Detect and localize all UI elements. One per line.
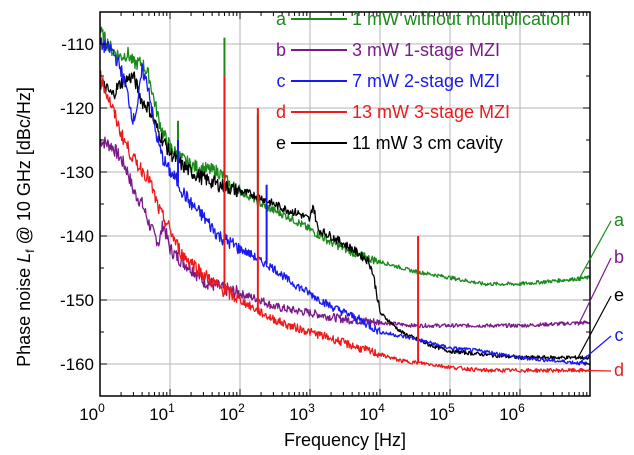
x-tick-label: 103 bbox=[289, 401, 315, 424]
legend-letter-d: d bbox=[276, 102, 286, 122]
y-tick-label: -130 bbox=[60, 163, 94, 182]
series-line-d bbox=[99, 70, 591, 373]
legend-letter-b: b bbox=[276, 40, 286, 60]
y-tick-label: -120 bbox=[60, 99, 94, 118]
end-label-d: d bbox=[614, 360, 624, 380]
legend-label-d: 13 mW 3-stage MZI bbox=[352, 102, 510, 122]
plot-frame bbox=[99, 11, 591, 397]
y-axis-title: Phase noise Lf @ 10 GHz [dBc/Hz] bbox=[14, 87, 37, 367]
end-label-a: a bbox=[614, 210, 625, 230]
end-label-pointer-c bbox=[577, 335, 612, 365]
x-tick-label: 101 bbox=[149, 401, 175, 424]
legend-letter-e: e bbox=[276, 133, 286, 153]
series-end-labels: ab cd e bbox=[577, 210, 625, 380]
y-axis-title-main: Phase noise bbox=[14, 263, 34, 367]
legend-label-b: 3 mW 1-stage MZI bbox=[352, 40, 500, 60]
legend-label-a: 1 mW without multiplication bbox=[352, 9, 570, 29]
grid bbox=[99, 12, 591, 396]
x-tick-label: 105 bbox=[429, 401, 455, 424]
legend: a 1 mW without multiplication b 3 mW 1-stag… bbox=[276, 9, 570, 153]
y-tick-labels: -110 -120 -130 -140 -150 -160 bbox=[60, 35, 94, 374]
x-tick-label: 102 bbox=[219, 401, 245, 424]
end-label-pointer-e bbox=[577, 295, 612, 358]
legend-label-c: 7 mW 2-stage MZI bbox=[352, 71, 500, 91]
legend-label-e: 11 mW 3 cm cavity bbox=[352, 133, 503, 153]
x-tick-label: 100 bbox=[79, 401, 105, 424]
end-label-pointer-d bbox=[577, 369, 612, 372]
y-tick-label: -160 bbox=[60, 355, 94, 374]
series-line-b bbox=[99, 136, 591, 329]
axis-ticks bbox=[99, 11, 590, 397]
x-tick-labels: 100 101 102 103 104 105 106 bbox=[79, 401, 525, 424]
end-label-c: c bbox=[615, 325, 624, 345]
end-label-pointer-a bbox=[577, 220, 612, 282]
y-axis-title-tail: @ 10 GHz [dBc/Hz] bbox=[14, 87, 34, 249]
y-tick-label: -140 bbox=[60, 227, 94, 246]
legend-letter-c: c bbox=[277, 71, 286, 91]
y-tick-label: -150 bbox=[60, 291, 94, 310]
series-lines bbox=[99, 26, 591, 373]
series-line-c bbox=[99, 37, 591, 366]
x-axis-title: Frequency [Hz] bbox=[284, 430, 406, 450]
y-axis-title-symbol: L bbox=[14, 253, 34, 263]
y-axis-title-subscript: f bbox=[23, 249, 37, 253]
y-tick-label: -110 bbox=[61, 35, 94, 54]
legend-letter-a: a bbox=[276, 9, 287, 29]
end-label-e: e bbox=[614, 285, 624, 305]
end-label-pointer-b bbox=[577, 257, 612, 326]
end-label-b: b bbox=[614, 247, 624, 267]
x-tick-label: 104 bbox=[359, 401, 385, 424]
x-tick-label: 106 bbox=[499, 401, 525, 424]
